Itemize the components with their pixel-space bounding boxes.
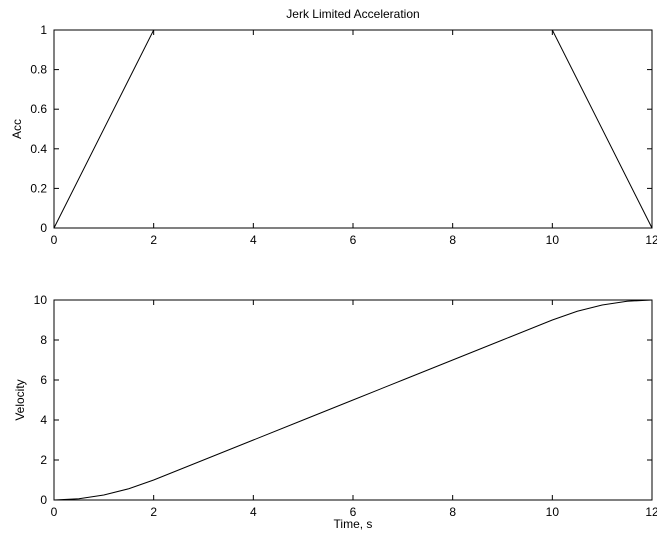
acceleration-y-label: Acc <box>10 119 24 139</box>
acceleration-y-tick-label: 0.8 <box>30 63 47 77</box>
acceleration-x-tick-label: 8 <box>449 233 456 247</box>
velocity-x-tick-label: 8 <box>449 505 456 519</box>
velocity-plot: 0 2 4 6 8 10 12 0 2 4 6 8 10 Time, s Velocity <box>13 293 657 531</box>
velocity-x-tick-label: 12 <box>645 505 657 519</box>
velocity-x-tick-label: 10 <box>546 505 560 519</box>
velocity-x-tick-label: 6 <box>350 505 357 519</box>
acceleration-y-ticks: 0 0.2 0.4 0.6 0.8 1 <box>30 23 652 235</box>
acceleration-plot: Jerk Limited Acceleration 0 2 4 6 8 10 12 0 0.2… <box>10 7 657 247</box>
acceleration-y-tick-label: 0.4 <box>30 142 47 156</box>
acceleration-x-tick-label: 2 <box>150 233 157 247</box>
velocity-x-label: Time, s <box>334 517 373 531</box>
velocity-y-label: Velocity <box>13 379 27 420</box>
velocity-series-line <box>53 299 653 501</box>
velocity-y-tick-label: 10 <box>34 293 48 307</box>
velocity-y-ticks: 0 2 4 6 8 10 <box>34 293 652 507</box>
acceleration-x-ticks: 0 2 4 6 8 10 12 <box>51 30 657 247</box>
acceleration-title: Jerk Limited Acceleration <box>286 7 419 21</box>
velocity-y-tick-label: 8 <box>40 333 47 347</box>
acceleration-x-tick-label: 0 <box>51 233 58 247</box>
acceleration-y-tick-label: 1 <box>40 23 47 37</box>
acceleration-x-tick-label: 4 <box>250 233 257 247</box>
acceleration-x-tick-label: 6 <box>350 233 357 247</box>
velocity-y-tick-label: 0 <box>40 493 47 507</box>
velocity-y-tick-label: 6 <box>40 373 47 387</box>
velocity-y-tick-label: 4 <box>40 413 47 427</box>
acceleration-y-tick-label: 0.2 <box>30 181 47 195</box>
acceleration-y-tick-label: 0 <box>40 221 47 235</box>
acceleration-axes-box <box>53 29 653 229</box>
velocity-x-ticks: 0 2 4 6 8 10 12 <box>51 300 657 519</box>
velocity-x-tick-label: 0 <box>51 505 58 519</box>
velocity-x-tick-label: 2 <box>150 505 157 519</box>
velocity-y-tick-label: 2 <box>40 453 47 467</box>
acceleration-series-line <box>53 29 653 229</box>
acceleration-x-tick-label: 12 <box>645 233 657 247</box>
acceleration-x-tick-label: 10 <box>546 233 560 247</box>
acceleration-y-tick-label: 0.6 <box>30 102 47 116</box>
velocity-x-tick-label: 4 <box>250 505 257 519</box>
